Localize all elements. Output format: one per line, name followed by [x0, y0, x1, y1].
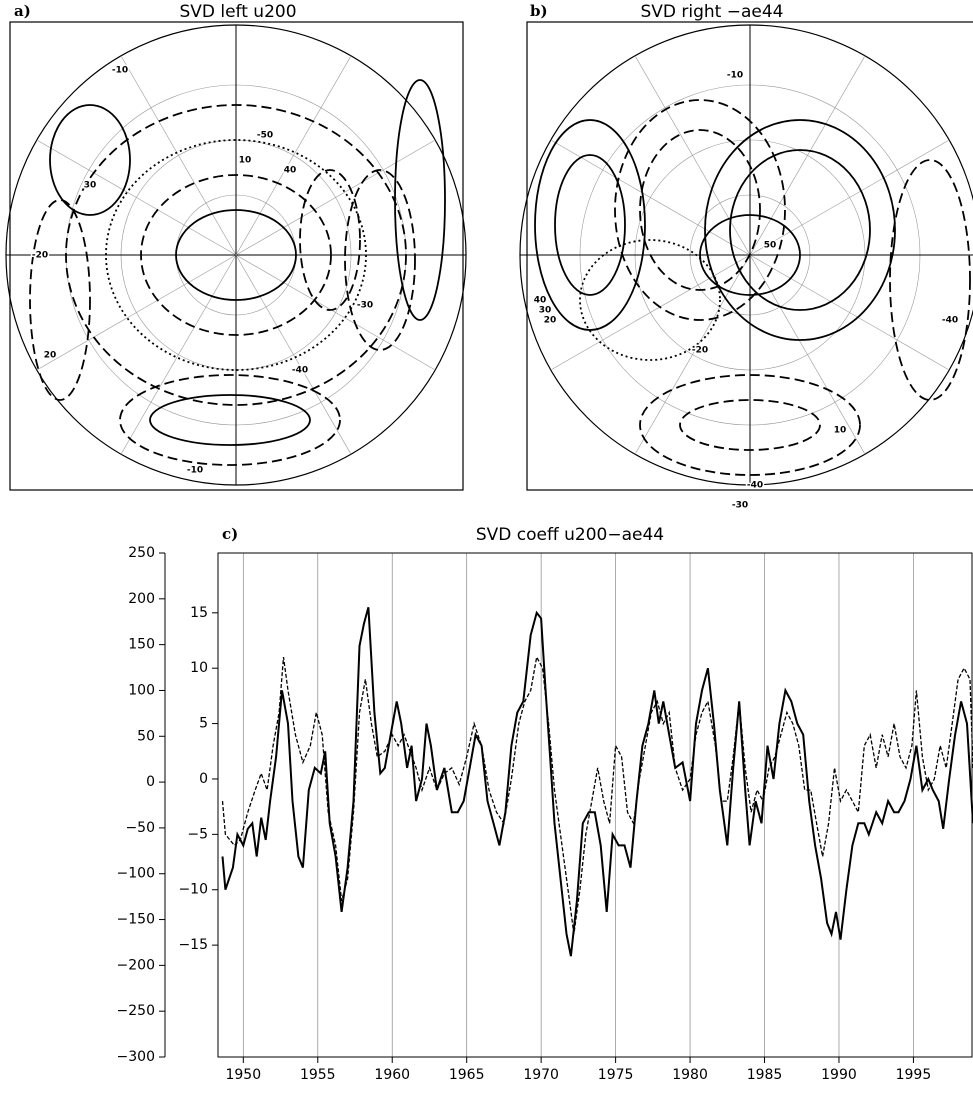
x-tick-label: 1960 — [374, 1067, 410, 1083]
y2-tick-label: 5 — [199, 716, 208, 732]
meridian — [749, 254, 866, 455]
y2-tick-label: −10 — [178, 882, 208, 898]
meridian — [550, 139, 751, 256]
contour-label: -10 — [187, 466, 203, 476]
x-tick-label: 1980 — [672, 1067, 708, 1083]
y-tick-label: 100 — [128, 682, 155, 698]
contour — [554, 154, 626, 296]
map-title: SVD right −ae44 — [640, 2, 783, 22]
panel-label: c) — [222, 525, 238, 543]
contour-label: -20 — [692, 346, 708, 356]
map-frame — [9, 21, 464, 491]
meridian — [36, 254, 237, 371]
contour — [344, 169, 416, 351]
contour-label: 10 — [834, 426, 847, 436]
x-tick-label: 1995 — [896, 1067, 932, 1083]
x-tick-label: 1950 — [225, 1067, 261, 1083]
contour-label: 30 — [539, 306, 552, 316]
meridian — [235, 55, 352, 256]
contour — [579, 239, 721, 361]
meridian — [235, 254, 352, 455]
meridian — [36, 139, 237, 256]
time-series-chart: c) SVD coeff u200−ae44 1950 1955 1960 1965 197… — [117, 525, 973, 1083]
panel-label: b) — [530, 2, 548, 20]
contour-label: -40 — [942, 316, 958, 326]
contour-label: -20 — [32, 251, 48, 261]
meridian — [749, 254, 950, 371]
y-tick-label: −200 — [117, 957, 155, 973]
contour-label: -40 — [747, 481, 763, 491]
contour — [534, 119, 646, 331]
contour — [889, 159, 971, 401]
y-tick-label: −250 — [117, 1003, 155, 1019]
x-tick-label: 1975 — [598, 1067, 634, 1083]
contour — [149, 394, 311, 446]
contour — [49, 104, 131, 216]
contour — [140, 174, 332, 336]
x-tick-label: 1970 — [523, 1067, 559, 1083]
contour — [175, 209, 297, 301]
meridian — [120, 254, 237, 455]
contour — [394, 79, 446, 321]
series-line — [221, 655, 973, 935]
y-tick-label: 150 — [128, 637, 155, 653]
y2-tick-label: −5 — [187, 826, 208, 842]
contour-label: 40 — [534, 296, 547, 306]
contour-label: 10 — [239, 156, 252, 166]
y2-tick-label: 0 — [199, 771, 208, 787]
contour-label: -10 — [112, 66, 128, 76]
contour — [704, 119, 896, 341]
y2-tick-label: 15 — [190, 605, 208, 621]
x-tick-label: 1955 — [300, 1067, 336, 1083]
y-tick-label: −100 — [117, 866, 155, 882]
meridian — [235, 254, 436, 371]
maps: a) SVD left u200-10304020-20-40-5010-30-1… — [5, 2, 973, 512]
contour-label: 20 — [544, 316, 557, 326]
x-tick-label: 1990 — [821, 1067, 857, 1083]
meridian — [120, 55, 237, 256]
meridian — [634, 254, 751, 455]
contour — [679, 399, 821, 451]
meridian — [749, 139, 950, 256]
contour-label: -10 — [727, 71, 743, 81]
contour-label: 50 — [764, 241, 777, 251]
contour — [65, 104, 407, 406]
y-tick-label: 50 — [137, 728, 155, 744]
y-tick-label: −300 — [117, 1049, 155, 1065]
meridian — [550, 254, 751, 371]
map-frame — [526, 21, 973, 491]
contour-label: 20 — [44, 351, 57, 361]
contour — [119, 374, 341, 466]
y-tick-label: 0 — [146, 774, 155, 790]
y-tick-label: −50 — [125, 820, 155, 836]
contour-label: -50 — [257, 131, 273, 141]
y2-tick-label: 10 — [190, 660, 208, 676]
chart-title: SVD coeff u200−ae44 — [476, 525, 664, 545]
y-tick-label: 200 — [128, 591, 155, 607]
contour — [729, 149, 871, 311]
contour-label: 40 — [284, 166, 297, 176]
map-title: SVD left u200 — [179, 2, 296, 22]
contour — [105, 139, 367, 371]
panel-label: a) — [14, 2, 31, 20]
contour-label: 30 — [84, 181, 97, 191]
contour — [639, 129, 761, 291]
meridian — [749, 55, 866, 256]
contour — [614, 99, 786, 321]
meridian — [235, 139, 436, 256]
y2-tick-label: −15 — [178, 937, 208, 953]
contour — [299, 169, 361, 311]
x-tick-label: 1985 — [747, 1067, 783, 1083]
series-line — [221, 607, 973, 957]
x-tick-label: 1965 — [449, 1067, 485, 1083]
contour — [29, 199, 91, 401]
y-tick-label: 250 — [128, 545, 155, 561]
contour — [639, 374, 861, 476]
contour-label: -40 — [292, 366, 308, 376]
y-tick-label: −150 — [117, 912, 155, 928]
contour-label: -30 — [357, 301, 373, 311]
contour-label: -30 — [732, 501, 748, 511]
contour — [699, 214, 801, 296]
